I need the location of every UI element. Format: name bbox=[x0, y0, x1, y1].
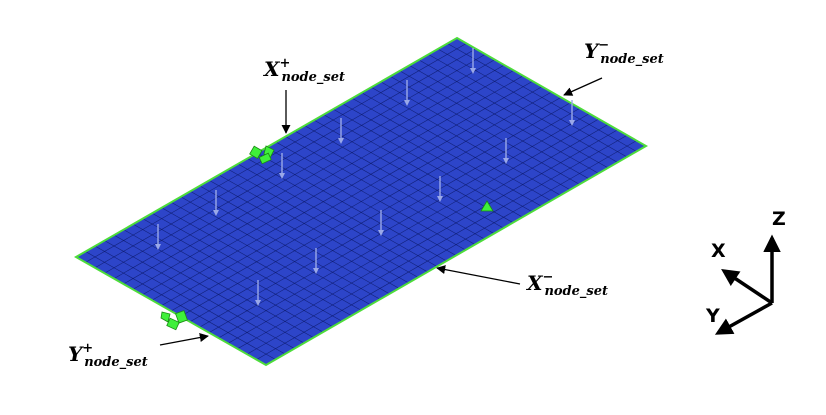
mesh-line bbox=[132, 70, 514, 290]
y-axis-label: Y bbox=[705, 305, 720, 327]
load-arrow bbox=[569, 100, 575, 126]
x-minus-pointer bbox=[436, 265, 521, 285]
label-pointers bbox=[159, 77, 603, 346]
mesh-line bbox=[151, 80, 533, 301]
load-arrow bbox=[313, 248, 319, 274]
y-plus-pointer bbox=[159, 333, 209, 346]
x-axis-arrow bbox=[721, 269, 773, 305]
load-arrow bbox=[470, 48, 476, 74]
mesh-line bbox=[189, 102, 571, 323]
constraint-markers bbox=[160, 145, 494, 331]
mesh-line bbox=[237, 129, 618, 350]
plate bbox=[73, 36, 649, 367]
pressure-load-arrows bbox=[155, 48, 575, 306]
mesh-line bbox=[85, 43, 467, 263]
plate-edge bbox=[73, 36, 649, 367]
mesh-line bbox=[208, 113, 590, 333]
mesh-line bbox=[161, 86, 543, 306]
load-arrow bbox=[213, 190, 219, 216]
label-x-minus: X− node_set bbox=[525, 270, 608, 299]
mesh-line bbox=[218, 118, 599, 339]
constraint-icon bbox=[480, 200, 494, 212]
constraint-icon bbox=[249, 145, 275, 165]
y-axis-arrow bbox=[714, 301, 773, 335]
mesh-line bbox=[180, 97, 562, 317]
load-arrow bbox=[338, 118, 344, 144]
mesh-line bbox=[123, 64, 505, 285]
coordinate-triad: Z X Y bbox=[705, 208, 786, 335]
mesh-line bbox=[113, 59, 495, 279]
label-x-plus: X+ node_set bbox=[262, 56, 345, 85]
load-arrow bbox=[437, 176, 443, 202]
x-axis-label: X bbox=[711, 240, 726, 262]
y-minus-pointer bbox=[563, 77, 603, 96]
plate-mesh bbox=[85, 43, 637, 360]
load-arrow bbox=[255, 280, 261, 306]
load-arrow bbox=[503, 138, 509, 164]
mesh-line bbox=[104, 53, 486, 274]
constraint-icon bbox=[160, 310, 188, 331]
mesh-line bbox=[142, 75, 524, 296]
mesh-line bbox=[227, 124, 609, 344]
load-arrow bbox=[404, 80, 410, 106]
load-arrow bbox=[279, 153, 285, 179]
mesh-line bbox=[170, 91, 552, 312]
label-y-plus: Y+ node_set bbox=[68, 341, 148, 370]
z-axis-label: Z bbox=[772, 208, 786, 230]
load-arrow bbox=[155, 224, 161, 250]
load-arrow bbox=[378, 210, 384, 236]
mesh-line bbox=[256, 140, 637, 360]
label-y-minus: Y− node_set bbox=[584, 38, 664, 67]
mesh-line bbox=[199, 107, 580, 328]
mesh-line bbox=[246, 134, 628, 355]
